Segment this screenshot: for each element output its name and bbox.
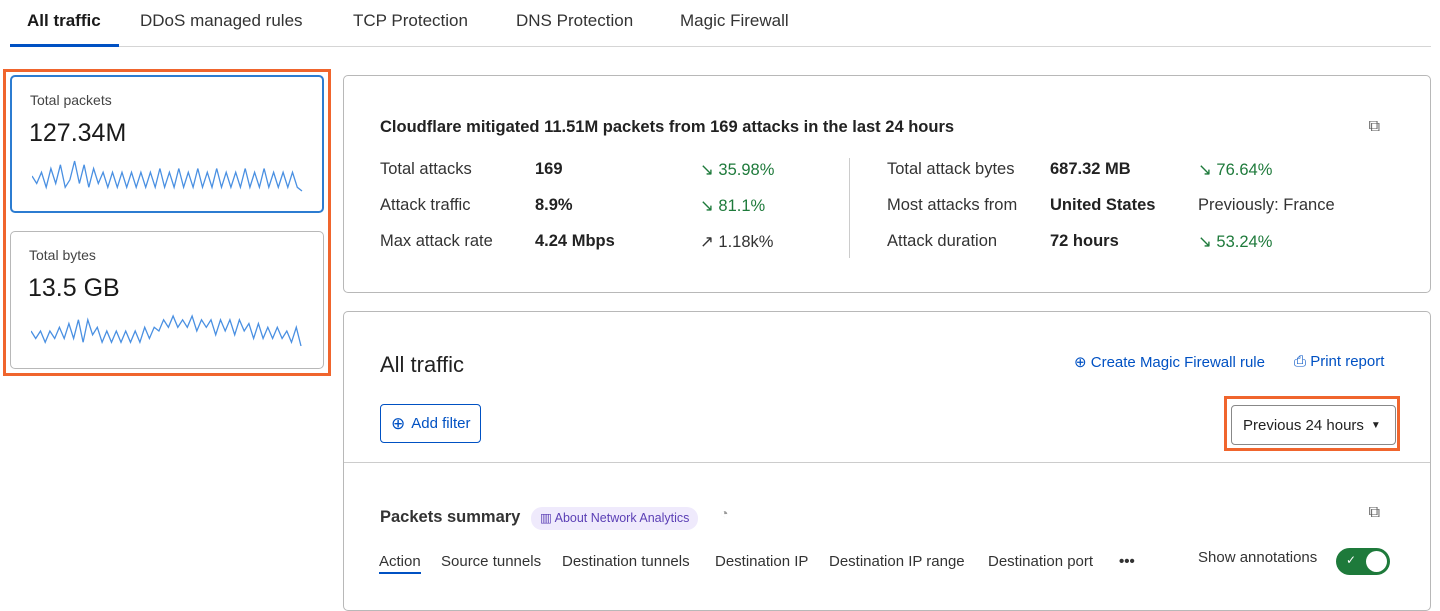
divider	[849, 158, 850, 258]
copy-icon[interactable]: ⧉	[1368, 118, 1380, 135]
stat-change: ↗ 1.18k%	[700, 233, 774, 251]
book-icon: ▥	[540, 511, 552, 525]
metric-label: Total packets	[30, 92, 112, 108]
summary-headline: Cloudflare mitigated 11.51M packets from…	[380, 118, 955, 136]
stat-value: 8.9%	[535, 196, 573, 214]
annotations-toggle[interactable]: ✓	[1336, 548, 1390, 575]
stat-label: Total attacks	[380, 160, 472, 178]
create-firewall-rule-link[interactable]: ⊕ Create Magic Firewall rule	[1074, 354, 1265, 371]
sparkline-packets	[32, 160, 303, 192]
copy-icon[interactable]: ⧉	[1368, 504, 1380, 521]
printer-icon: ⎙	[1294, 353, 1307, 370]
pie-chart-icon[interactable]: ◔	[720, 505, 729, 521]
stat-value: United States	[1050, 196, 1156, 214]
trend-arrow-icon: ↘	[1198, 161, 1217, 179]
toggle-knob	[1366, 551, 1387, 572]
subtab-destination-tunnels[interactable]: Destination tunnels	[562, 553, 690, 570]
subtab-action[interactable]: Action	[379, 553, 421, 574]
stat-value: 4.24 Mbps	[535, 232, 615, 250]
metric-card-total-packets[interactable]: Total packets 127.34M	[10, 75, 324, 213]
more-icon[interactable]: •••	[1119, 553, 1135, 570]
stat-label: Most attacks from	[887, 196, 1018, 214]
annotations-label: Show annotations	[1198, 549, 1318, 566]
print-report-link[interactable]: ⎙ Print report	[1294, 353, 1385, 370]
time-range-dropdown[interactable]: Previous 24 hours ▼	[1231, 405, 1396, 445]
stat-change: Previously: France	[1198, 196, 1335, 214]
tab-ddos-managed-rules[interactable]: DDoS managed rules	[140, 11, 303, 30]
attack-summary-card: Cloudflare mitigated 11.51M packets from…	[343, 75, 1431, 293]
trend-arrow-icon: ↘	[700, 161, 719, 179]
metric-value: 127.34M	[29, 119, 127, 147]
stat-value: 687.32 MB	[1050, 160, 1131, 178]
tab-tcp-protection[interactable]: TCP Protection	[353, 11, 468, 30]
trend-arrow-icon: ↗	[700, 233, 719, 251]
subtab-source-tunnels[interactable]: Source tunnels	[441, 553, 542, 570]
tab-magic-firewall[interactable]: Magic Firewall	[680, 11, 789, 30]
add-filter-button[interactable]: ⊕ Add filter	[380, 404, 482, 443]
trend-arrow-icon: ↘	[700, 197, 719, 215]
all-traffic-card: All traffic ⊕ Create Magic Firewall rule…	[343, 311, 1431, 611]
stat-label: Total attack bytes	[887, 160, 1015, 178]
stat-label: Attack traffic	[380, 196, 471, 214]
sparkline-bytes	[31, 314, 302, 347]
stat-value: 72 hours	[1050, 232, 1119, 250]
trend-arrow-icon: ↘	[1198, 233, 1217, 251]
highlight-box	[1224, 396, 1400, 451]
stat-label: Max attack rate	[380, 232, 493, 250]
tab-all-traffic[interactable]: All traffic	[27, 11, 101, 30]
stat-change: ↘ 81.1%	[700, 197, 766, 215]
stat-change: ↘ 35.98%	[700, 161, 775, 179]
about-network-analytics-badge[interactable]: ▥ About Network Analytics	[531, 507, 699, 530]
subtab-destination-port[interactable]: Destination port	[988, 553, 1094, 570]
divider	[344, 462, 1430, 463]
packets-summary-title: Packets summary	[380, 508, 521, 526]
stat-label: Attack duration	[887, 232, 998, 250]
stat-value: 169	[535, 160, 563, 178]
active-tab-indicator	[10, 44, 119, 47]
stat-change: ↘ 76.64%	[1198, 161, 1273, 179]
metric-label: Total bytes	[29, 247, 96, 263]
stat-change: ↘ 53.24%	[1198, 233, 1273, 251]
plus-circle-icon: ⊕	[391, 413, 406, 433]
plus-circle-icon: ⊕	[1074, 354, 1087, 371]
metric-card-total-bytes[interactable]: Total bytes 13.5 GB	[10, 231, 324, 369]
caret-down-icon: ▼	[1370, 419, 1381, 431]
tab-bar	[10, 0, 1431, 47]
check-icon: ✓	[1346, 553, 1357, 567]
subtab-destination-ip-range[interactable]: Destination IP range	[829, 553, 965, 570]
section-title: All traffic	[380, 352, 464, 377]
tab-dns-protection[interactable]: DNS Protection	[516, 11, 634, 30]
subtab-destination-ip[interactable]: Destination IP	[715, 553, 809, 570]
highlight-box	[3, 69, 331, 376]
metric-value: 13.5 GB	[28, 274, 120, 302]
